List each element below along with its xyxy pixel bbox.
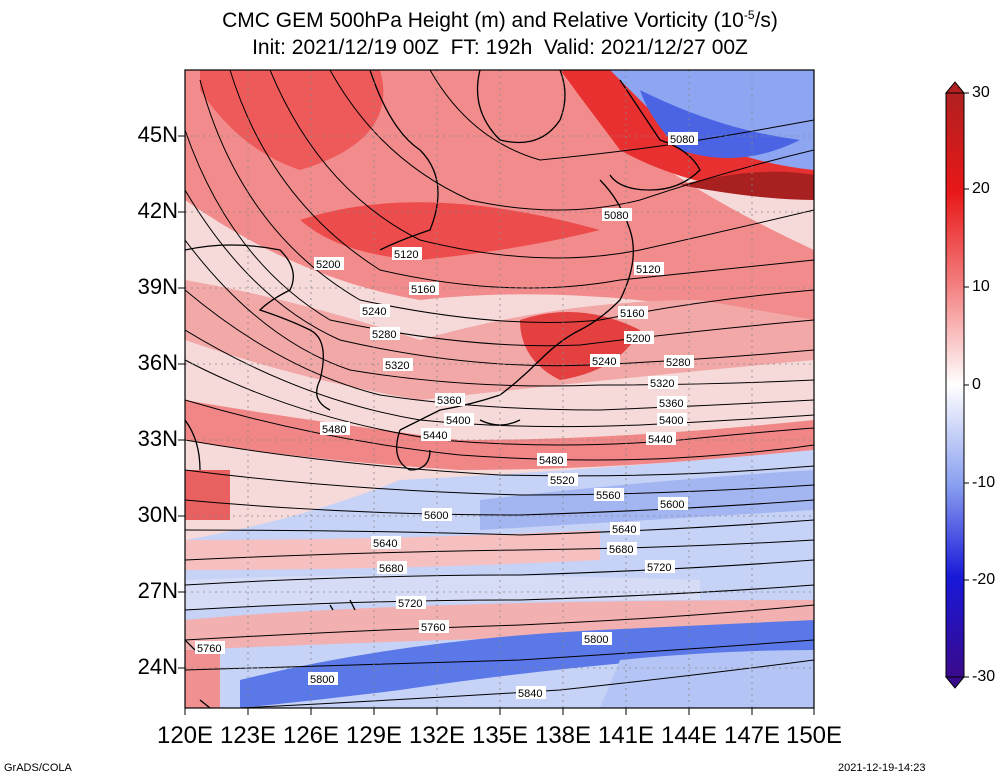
coastlines (185, 70, 701, 708)
lon-tick-label: 126E (282, 722, 340, 749)
contour-label: 5440 (423, 430, 447, 442)
map-title-line1: CMC GEM 500hPa Height (m) and Relative V… (222, 8, 778, 32)
contour-label: 5080 (670, 134, 694, 146)
height-contours (185, 70, 814, 708)
contour-label: 5080 (604, 210, 628, 222)
contour-label: 5680 (379, 563, 403, 575)
lon-tick-label: 147E (723, 722, 781, 749)
contour-label: 5320 (385, 360, 409, 372)
contour-label: 5440 (648, 434, 672, 446)
lon-tick-label: 120E (156, 722, 214, 749)
contour-label: 5120 (394, 249, 418, 261)
colorbar-tick-label: -30 (972, 668, 996, 685)
contour-label: 5640 (612, 524, 636, 536)
contour-label: 5400 (659, 415, 683, 427)
contour-label: 5600 (660, 499, 684, 511)
contour-label: 5360 (437, 395, 461, 407)
axis-ticks (178, 135, 815, 715)
colorbar-tick-label: -10 (972, 474, 996, 491)
contour-labels: 5080 5080 5120 5120 5200 5160 5160 5240 … (195, 132, 698, 700)
footer-timestamp: 2021-12-19-14:23 (838, 762, 926, 774)
contour-label: 5760 (421, 622, 445, 634)
lat-tick-label: 36N (137, 350, 178, 375)
lon-tick-label: 129E (345, 722, 403, 749)
contour-label: 5120 (636, 264, 660, 276)
contour-label: 5640 (373, 538, 397, 550)
map-title-line2: Init: 2021/12/19 00Z FT: 192h Valid: 202… (252, 36, 748, 59)
contour-label: 5280 (666, 357, 690, 369)
lat-tick-label: 39N (137, 274, 178, 299)
lat-tick-label: 30N (137, 502, 178, 527)
contour-label: 5840 (518, 688, 542, 700)
contour-label: 5760 (197, 643, 221, 655)
contour-label: 5600 (424, 510, 448, 522)
contour-label: 5480 (322, 424, 346, 436)
contour-label: 5200 (626, 333, 650, 345)
colorbar-tick-label: 10 (972, 278, 990, 295)
footer-credit: GrADS/COLA (4, 762, 72, 774)
lon-tick-label: 138E (534, 722, 592, 749)
lat-tick-label: 24N (137, 654, 178, 679)
contour-label: 5560 (596, 490, 620, 502)
colorbar-tick-label: 30 (972, 84, 990, 101)
contour-label: 5240 (362, 306, 386, 318)
lon-tick-label: 141E (597, 722, 655, 749)
contour-label: 5480 (539, 455, 563, 467)
lon-tick-label: 144E (660, 722, 718, 749)
vorticity-field (185, 70, 814, 708)
lon-tick-label: 132E (408, 722, 466, 749)
lon-tick-label: 135E (471, 722, 529, 749)
contour-label: 5360 (659, 398, 683, 410)
contour-label: 5680 (609, 544, 633, 556)
lat-tick-label: 27N (137, 578, 178, 603)
contour-label: 5800 (310, 674, 334, 686)
lat-tick-label: 33N (137, 426, 178, 451)
contour-label: 5160 (620, 308, 644, 320)
lon-tick-label: 123E (219, 722, 277, 749)
contour-label: 5280 (372, 329, 396, 341)
contour-label: 5400 (446, 415, 470, 427)
colorbar-tick-label: 0 (972, 376, 981, 393)
lat-tick-label: 45N (137, 122, 178, 147)
contour-label: 5720 (647, 562, 671, 574)
lat-tick-label: 42N (137, 198, 178, 223)
contour-label: 5160 (411, 284, 435, 296)
contour-label: 5320 (650, 378, 674, 390)
contour-label: 5240 (592, 356, 616, 368)
graticule (185, 70, 814, 708)
lon-tick-label: 150E (785, 722, 843, 749)
colorbar-tick-label: 20 (972, 180, 990, 197)
contour-label: 5800 (584, 634, 608, 646)
colorbar-tick-label: -20 (972, 571, 996, 588)
colorbar (944, 81, 969, 689)
contour-label: 5200 (316, 259, 340, 271)
contour-label: 5520 (550, 475, 574, 487)
contour-label: 5720 (398, 598, 422, 610)
